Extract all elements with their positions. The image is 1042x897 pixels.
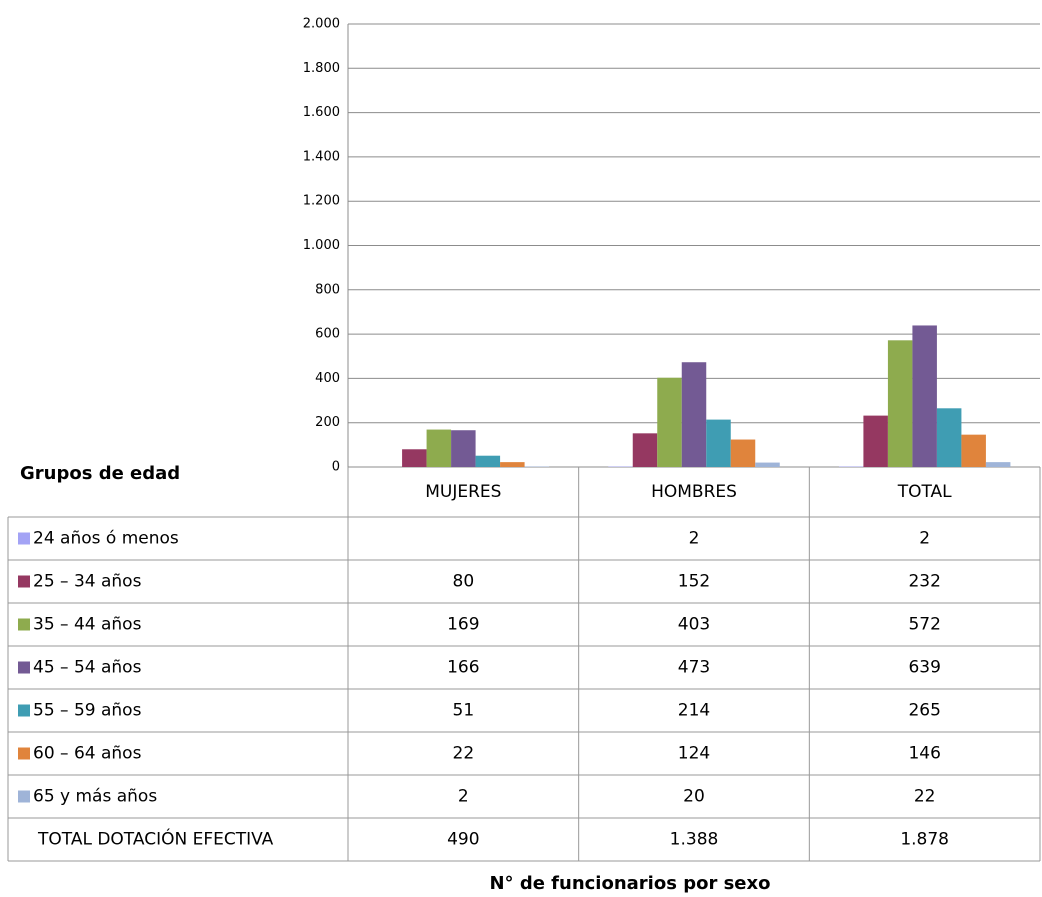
table-cell: 152	[678, 572, 710, 592]
bar	[887, 340, 913, 467]
y-tick-label: 1.600	[303, 105, 340, 120]
y-tick-label: 200	[315, 415, 340, 430]
row-label: TOTAL DOTACIÓN EFECTIVA	[37, 828, 274, 850]
legend-key	[18, 704, 30, 717]
bar	[985, 462, 1011, 467]
legend-key	[18, 618, 30, 631]
x-tick-label: HOMBRES	[651, 482, 737, 502]
bar	[706, 419, 731, 467]
legend-key	[18, 575, 30, 588]
bar	[475, 455, 501, 467]
y-tick-label: 800	[315, 282, 340, 297]
bar	[961, 434, 986, 467]
table-cell: 22	[914, 787, 936, 807]
y-tick-label: 1.000	[303, 238, 340, 253]
table-cell: 232	[908, 572, 940, 592]
table-title: Grupos de edad	[20, 463, 180, 484]
table-cell: 403	[678, 615, 710, 635]
x-tick-label: MUJERES	[425, 482, 501, 502]
bar	[936, 408, 962, 467]
x-tick-label: TOTAL	[897, 482, 952, 502]
table-cell: 572	[908, 615, 940, 635]
bar	[500, 462, 525, 467]
bar	[451, 430, 476, 467]
table-cell: 214	[678, 701, 710, 721]
table-cell: 265	[908, 701, 940, 721]
bar	[426, 429, 452, 467]
row-label: 45 – 54 años	[33, 658, 142, 678]
table-cell: 80	[453, 572, 475, 592]
y-tick-label: 1.800	[303, 61, 340, 76]
table-cell: 22	[453, 744, 475, 764]
bar	[657, 377, 682, 467]
row-label: 55 – 59 años	[33, 701, 142, 721]
y-tick-label: 2.000	[303, 17, 340, 32]
y-tick-label: 600	[315, 327, 340, 342]
bar	[681, 362, 707, 467]
table-cell: 20	[683, 787, 705, 807]
table-cell: 51	[453, 701, 475, 721]
table-cell: 1.878	[900, 830, 949, 850]
legend-key	[18, 747, 30, 760]
table-cell: 2	[919, 529, 930, 549]
table-cell: 1.388	[670, 830, 719, 850]
table-cell: 166	[447, 658, 479, 678]
table-cell: 146	[908, 744, 940, 764]
table-cell: 2	[689, 529, 700, 549]
row-label: 24 años ó menos	[33, 529, 179, 549]
table-cell: 473	[678, 658, 710, 678]
bar	[730, 439, 756, 467]
x-axis-title: N° de funcionarios por sexo	[489, 873, 770, 894]
table-cell: 2	[458, 787, 469, 807]
legend-key	[18, 532, 30, 545]
bar	[755, 462, 780, 467]
legend-key	[18, 661, 30, 674]
table-cell: 169	[447, 615, 479, 635]
y-tick-label: 400	[315, 371, 340, 386]
row-label: 60 – 64 años	[33, 744, 142, 764]
row-label: 65 y más años	[33, 787, 157, 807]
row-label: 35 – 44 años	[33, 615, 142, 635]
row-label: 25 – 34 años	[33, 572, 142, 592]
bar	[912, 325, 937, 467]
y-tick-label: 1.400	[303, 149, 340, 164]
bar	[402, 449, 427, 467]
bar	[632, 433, 658, 467]
bar	[863, 415, 888, 467]
table-cell: 639	[908, 658, 940, 678]
table-cell: 124	[678, 744, 710, 764]
y-tick-label: 0	[332, 460, 340, 475]
legend-key	[18, 790, 30, 803]
y-tick-label: 1.200	[303, 194, 340, 209]
table-cell: 490	[447, 830, 479, 850]
